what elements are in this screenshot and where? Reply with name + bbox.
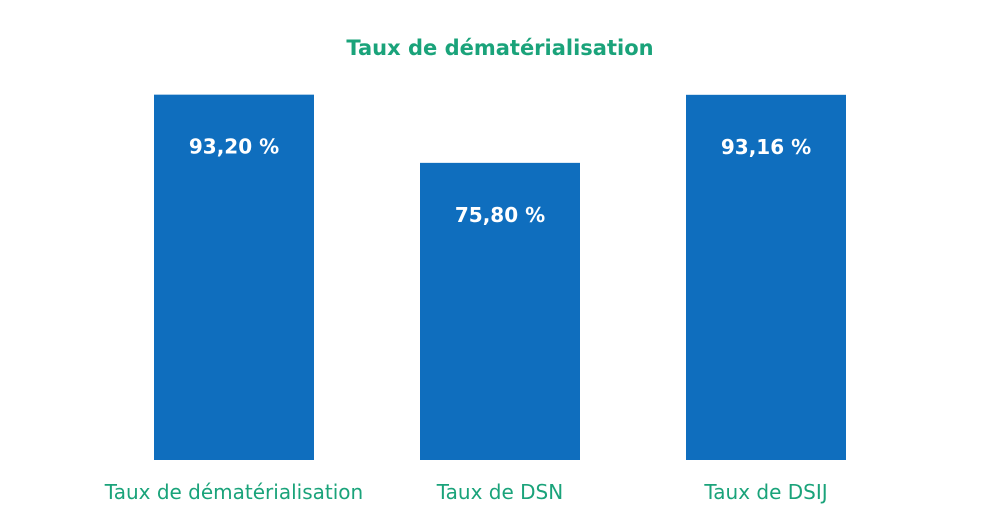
category-label-1: Taux de dématérialisation [104,480,363,504]
bar-value-label-3: 93,16 % [721,135,811,159]
bar-2 [420,162,580,460]
bar-value-label-1: 93,20 % [189,135,279,159]
bars-group [154,94,846,460]
value-labels-group: 93,20 % 75,80 % 93,16 % [189,135,811,227]
bar-1 [154,94,314,460]
bar-value-label-2: 75,80 % [455,203,545,227]
category-label-2: Taux de DSN [436,480,563,504]
chart-title: Taux de dématérialisation [346,36,653,60]
category-label-3: Taux de DSIJ [703,480,827,504]
bar-3 [686,94,846,460]
category-labels-group: Taux de dématérialisation Taux de DSN Taux… [104,480,828,504]
